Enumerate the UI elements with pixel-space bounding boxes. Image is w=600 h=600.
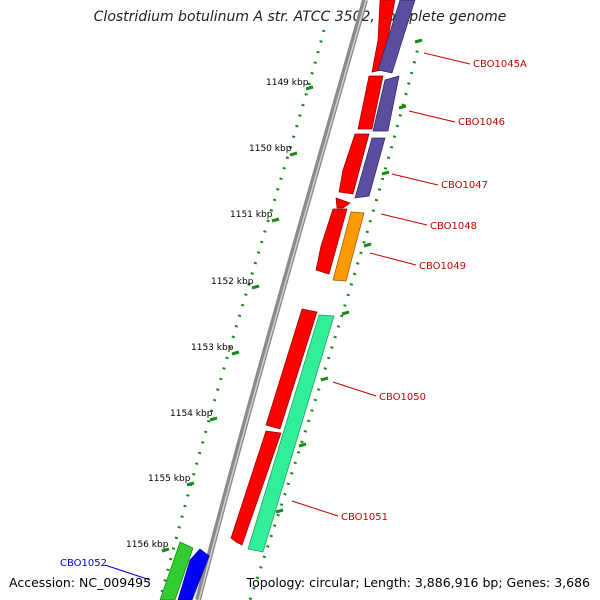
gene-red-1051	[230, 430, 282, 546]
gene-purple-1045A	[377, 0, 416, 74]
gene-label-cbo1049: CBO1049	[419, 261, 466, 272]
kbp-label: 1152 kbp	[211, 277, 254, 287]
kbp-label: 1153 kbp	[191, 343, 234, 353]
gene-label-cbo1046: CBO1046	[458, 117, 505, 128]
gene-leader-lines	[104, 52, 471, 581]
genome-backbone-highlight	[198, 0, 367, 600]
gene-red-1047	[338, 133, 370, 195]
inner-major-ticks	[161, 85, 314, 553]
inner-dotted-guide	[158, 29, 326, 600]
gene-blue-1052	[177, 548, 210, 600]
gene-label-cbo1045a: CBO1045A	[473, 59, 527, 70]
tick-1149	[305, 85, 314, 91]
kbp-label: 1151 kbp	[230, 210, 273, 220]
tick-1152	[251, 284, 260, 290]
gene-orange-1049	[332, 211, 365, 282]
outer-major-ticks	[275, 38, 423, 514]
tick-1151	[271, 217, 280, 223]
gene-purple-1047	[354, 137, 386, 199]
kbp-label: 1149 kbp	[266, 78, 309, 88]
gene-label-cbo1047: CBO1047	[441, 180, 488, 191]
kbp-label: 1154 kbp	[170, 409, 213, 419]
kbp-label: 1150 kbp	[249, 144, 292, 154]
tick-1153	[231, 350, 240, 356]
gene-red-1045A	[371, 0, 396, 73]
kbp-label-group: 1149 kbp 1150 kbp 1151 kbp 1152 kbp 1153…	[126, 78, 309, 550]
gene-red-1049	[315, 208, 348, 275]
topology-label: Topology: circular; Length: 3,886,916 bp…	[246, 575, 590, 590]
gene-red-1048	[335, 197, 351, 209]
gene-features	[159, 0, 416, 600]
kbp-label: 1156 kbp	[126, 540, 169, 550]
gene-label-cbo1051: CBO1051	[341, 512, 388, 523]
gene-label-cbo1052: CBO1052	[60, 558, 107, 569]
kbp-label: 1155 kbp	[148, 474, 191, 484]
tick-1155	[186, 481, 195, 487]
gene-red-1050	[265, 308, 318, 430]
gene-label-group: CBO1045A CBO1046 CBO1047 CBO1048 CBO1049…	[60, 59, 527, 569]
tick-1154	[209, 416, 218, 422]
gene-teal-1050	[247, 314, 335, 553]
tick-1150	[289, 151, 298, 157]
gene-label-cbo1050: CBO1050	[379, 392, 426, 403]
tick-1156	[161, 547, 170, 553]
gene-red-1046	[357, 75, 384, 130]
gene-purple-1046	[372, 75, 400, 132]
accession-label: Accession: NC_009495	[9, 575, 152, 590]
gene-green-1052	[159, 541, 194, 600]
genome-backbone	[195, 0, 368, 600]
gene-label-cbo1048: CBO1048	[430, 221, 477, 232]
